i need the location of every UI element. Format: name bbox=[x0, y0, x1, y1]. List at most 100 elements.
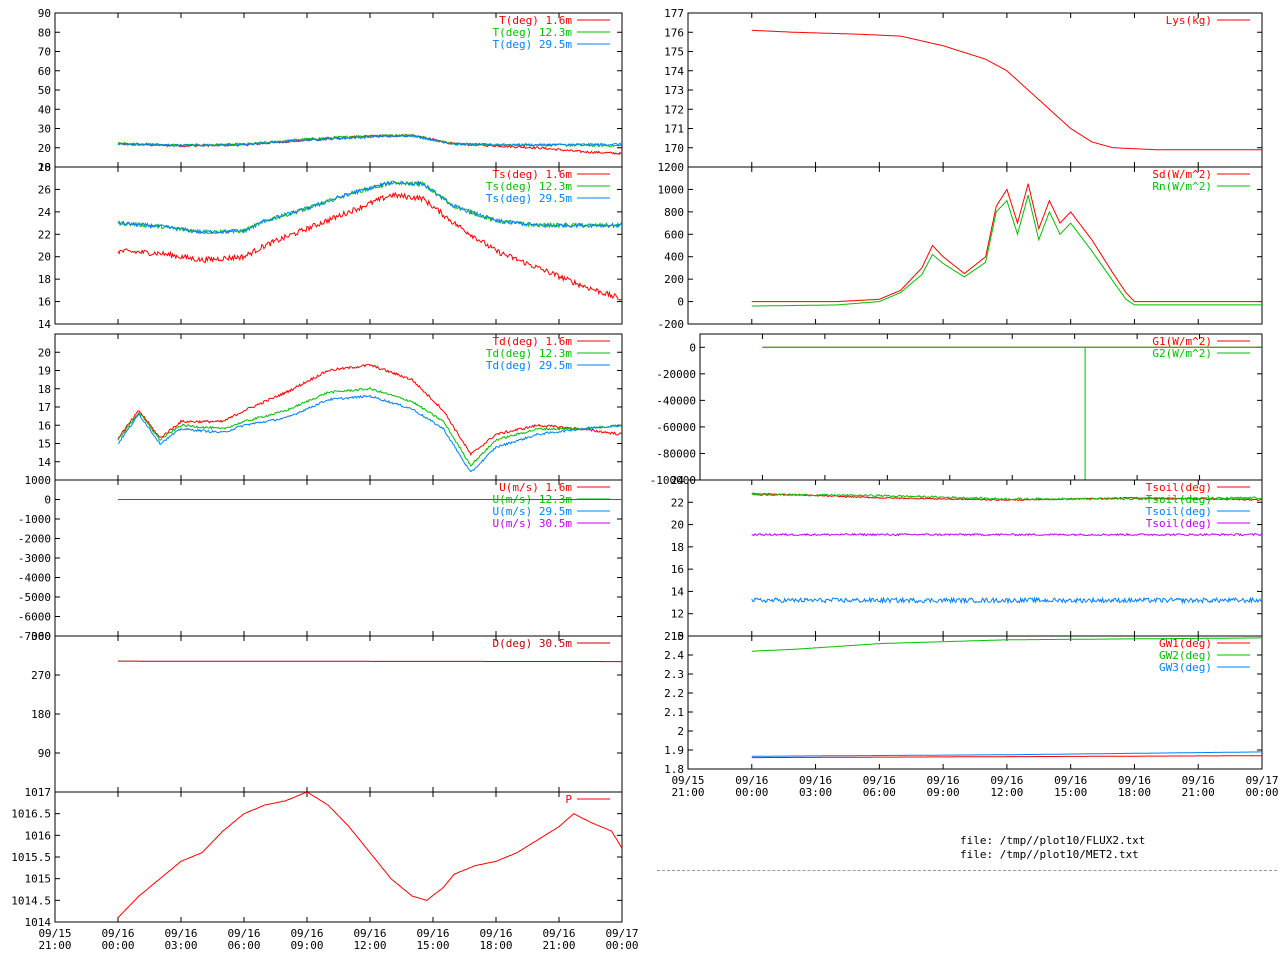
x-tick-label: 09/16 bbox=[227, 927, 260, 940]
legend-label: G1(W/m^2) bbox=[1152, 335, 1212, 348]
x-tick-label: 09/16 bbox=[927, 774, 960, 787]
legend-label: G2(W/m^2) bbox=[1152, 347, 1212, 360]
x-tick-label: 15:00 bbox=[1054, 786, 1087, 799]
x-tick-label: 06:00 bbox=[227, 939, 260, 952]
series-line bbox=[751, 637, 1262, 652]
y-tick-label: 20 bbox=[38, 142, 51, 155]
x-tick-label: 09/16 bbox=[990, 774, 1023, 787]
y-tick-label: 2.1 bbox=[664, 706, 684, 719]
y-tick-label: -4000 bbox=[18, 572, 51, 585]
y-tick-label: 173 bbox=[664, 84, 684, 97]
y-tick-label: 175 bbox=[664, 46, 684, 59]
y-tick-label: 10 bbox=[671, 630, 684, 643]
x-tick-label: 09/16 bbox=[542, 927, 575, 940]
x-tick-label: 00:00 bbox=[735, 786, 768, 799]
legend-label: U(m/s) 30.5m bbox=[493, 517, 573, 530]
chart-P: 10141014.510151015.510161016.5101709/152… bbox=[11, 786, 638, 952]
y-tick-label: 12 bbox=[671, 608, 684, 621]
series-line bbox=[751, 29, 1262, 151]
y-tick-label: 10 bbox=[38, 161, 51, 174]
legend-label: T(deg) 1.6m bbox=[499, 14, 572, 27]
legend-label: D(deg) 30.5m bbox=[493, 637, 573, 650]
y-tick-label: 18 bbox=[38, 273, 51, 286]
legend-label: Tsoil(deg) bbox=[1146, 505, 1212, 518]
legend-label: T(deg) 12.3m bbox=[493, 26, 573, 39]
chart-Tsoil: 1012141618202224Tsoil(deg)Tsoil(deg)Tsoi… bbox=[671, 474, 1263, 643]
x-tick-label: 09/16 bbox=[101, 927, 134, 940]
series-line bbox=[117, 394, 622, 473]
series-line bbox=[117, 363, 622, 457]
y-tick-label: 0 bbox=[689, 341, 696, 354]
x-tick-label: 09/16 bbox=[735, 774, 768, 787]
y-tick-label: -100000 bbox=[650, 474, 696, 487]
y-tick-label: 0 bbox=[44, 494, 51, 507]
y-tick-label: 70 bbox=[38, 46, 51, 59]
x-tick-label: 09/16 bbox=[353, 927, 386, 940]
file-line: file: /tmp//plot10/FLUX2.txt bbox=[960, 834, 1146, 847]
series-line bbox=[117, 134, 622, 148]
y-tick-label: 22 bbox=[671, 496, 684, 509]
legend-label: GW3(deg) bbox=[1159, 661, 1212, 674]
y-tick-label: 16 bbox=[38, 419, 51, 432]
separator-line bbox=[657, 870, 1277, 871]
y-tick-label: 2 bbox=[677, 725, 684, 738]
y-tick-label: -40000 bbox=[656, 394, 696, 407]
y-tick-label: 171 bbox=[664, 123, 684, 136]
y-tick-label: 270 bbox=[31, 669, 51, 682]
series-line bbox=[751, 751, 1262, 757]
legend-label: Td(deg) 1.6m bbox=[493, 335, 573, 348]
y-tick-label: -1000 bbox=[18, 513, 51, 526]
plot-frame bbox=[54, 166, 623, 325]
y-tick-label: 40 bbox=[38, 103, 51, 116]
y-tick-label: 1017 bbox=[25, 786, 52, 799]
y-tick-label: 176 bbox=[664, 26, 684, 39]
x-tick-label: 09/16 bbox=[1182, 774, 1215, 787]
y-tick-label: 180 bbox=[31, 708, 51, 721]
y-tick-label: 28 bbox=[38, 161, 51, 174]
x-tick-label: 00:00 bbox=[1245, 786, 1278, 799]
x-tick-label: 09/16 bbox=[290, 927, 323, 940]
x-tick-label: 09/16 bbox=[1118, 774, 1151, 787]
file-line: file: /tmp//plot10/MET2.txt bbox=[960, 848, 1139, 861]
legend-label: Ts(deg) 29.5m bbox=[486, 192, 572, 205]
x-tick-label: 12:00 bbox=[990, 786, 1023, 799]
x-tick-label: 06:00 bbox=[863, 786, 896, 799]
x-tick-label: 09/16 bbox=[863, 774, 896, 787]
legend-label: T(deg) 29.5m bbox=[493, 38, 573, 51]
y-tick-label: -80000 bbox=[656, 447, 696, 460]
x-tick-label: 09:00 bbox=[290, 939, 323, 952]
y-tick-label: 90 bbox=[38, 7, 51, 20]
x-tick-label: 09/16 bbox=[164, 927, 197, 940]
x-tick-label: 18:00 bbox=[479, 939, 512, 952]
chart-U: -7000 -6000 -5000 -4000 -3000 -2000 -1000 0 1000… bbox=[18, 474, 623, 643]
x-tick-label: 09/16 bbox=[416, 927, 449, 940]
y-tick-label: 14 bbox=[671, 585, 685, 598]
y-tick-label: 16 bbox=[38, 296, 51, 309]
y-tick-label: 1016 bbox=[25, 829, 52, 842]
y-tick-label: 2.2 bbox=[664, 687, 684, 700]
y-tick-label: -60000 bbox=[656, 421, 696, 434]
x-tick-label: 00:00 bbox=[101, 939, 134, 952]
y-tick-label: 19 bbox=[38, 365, 51, 378]
y-tick-label: -6000 bbox=[18, 611, 51, 624]
y-tick-label: 177 bbox=[664, 7, 684, 20]
x-tick-label: 09/16 bbox=[799, 774, 832, 787]
legend-label: GW1(deg) bbox=[1159, 637, 1212, 650]
y-tick-label: -7000 bbox=[18, 630, 51, 643]
series-line bbox=[751, 183, 1262, 303]
x-tick-label: 09/16 bbox=[479, 927, 512, 940]
y-tick-label: 30 bbox=[38, 123, 51, 136]
series-line bbox=[751, 532, 1262, 537]
y-tick-label: 60 bbox=[38, 65, 51, 78]
y-tick-label: 174 bbox=[664, 65, 684, 78]
chart-G: -100000 -80000 -60000 -40000 -20000 0 G1(W/m^2… bbox=[650, 333, 1263, 487]
y-tick-label: 1015.5 bbox=[11, 851, 51, 864]
y-tick-label: 24 bbox=[38, 206, 52, 219]
y-tick-label: 17 bbox=[38, 401, 51, 414]
y-tick-label: 18 bbox=[671, 541, 684, 554]
legend-label: GW2(deg) bbox=[1159, 649, 1212, 662]
series-line bbox=[117, 386, 622, 467]
y-tick-label: 1200 bbox=[658, 161, 685, 174]
y-tick-label: 20 bbox=[671, 519, 684, 532]
